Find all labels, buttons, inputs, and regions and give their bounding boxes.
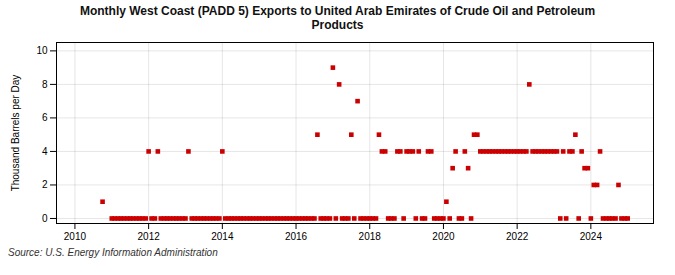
html-text:Monthly West Coast (PADD 5) Ex: Monthly West Coast (PADD 5) Exports to U… [79,4,596,32]
svg-text:8: 8 [42,79,48,90]
html-text:Source: U.S. Energy Informatio: Source: U.S. Energy Information Administ… [8,247,218,258]
svg-text:10: 10 [36,45,48,56]
svg-text:2024: 2024 [580,231,603,242]
svg-text:0: 0 [42,213,48,224]
svg-text:2016: 2016 [285,231,308,242]
svg-text:2014: 2014 [211,231,234,242]
svg-text:4: 4 [42,146,48,157]
svg-text:2020: 2020 [432,231,455,242]
svg-text:Thousand Barrels per Day: Thousand Barrels per Day [10,75,21,192]
svg-text:2018: 2018 [359,231,382,242]
svg-text:2010: 2010 [64,231,87,242]
svg-text:2022: 2022 [506,231,529,242]
svg-text:2: 2 [42,179,48,190]
svg-text:2012: 2012 [138,231,161,242]
svg-text:6: 6 [42,112,48,123]
